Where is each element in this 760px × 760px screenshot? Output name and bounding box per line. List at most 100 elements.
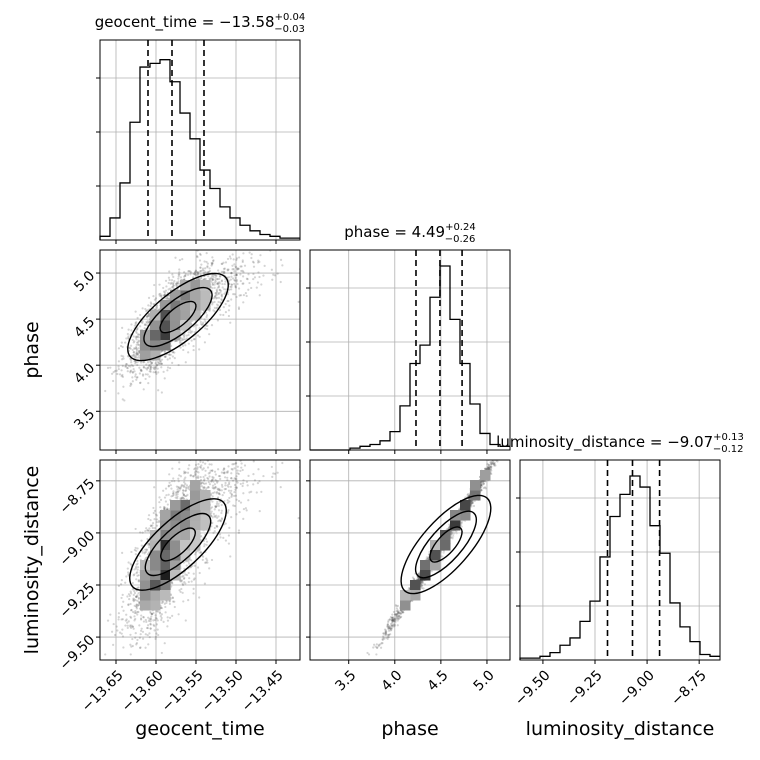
sample-point: [287, 227, 289, 229]
sample-point: [242, 275, 245, 278]
sample-point: [173, 605, 176, 609]
sample-point: [235, 273, 238, 277]
sample-point: [216, 286, 220, 289]
hist-step-geocent_time: [99, 59, 300, 240]
sample-point: [136, 353, 139, 356]
sample-point: [250, 256, 253, 260]
sample-point: [134, 362, 137, 365]
sample-point: [163, 350, 166, 354]
sample-point: [184, 338, 187, 341]
sample-point: [173, 480, 176, 483]
sample-point: [119, 583, 123, 586]
sample-point: [227, 446, 229, 448]
sample-point: [206, 476, 209, 480]
sample-point: [154, 637, 157, 641]
sample-point: [145, 620, 148, 623]
sample-point: [135, 350, 138, 353]
sample-point: [159, 294, 163, 298]
sample-point: [207, 275, 210, 278]
sample-point: [192, 592, 195, 595]
sample-point: [185, 337, 189, 340]
sample-point: [252, 265, 256, 268]
sample-point: [239, 273, 242, 276]
sample-point: [160, 601, 164, 605]
sample-point: [218, 282, 221, 285]
sample-point: [173, 351, 176, 354]
sample-point: [124, 365, 127, 368]
sample-point: [220, 294, 223, 297]
sample-point: [220, 483, 224, 486]
sample-point: [182, 493, 186, 497]
sample-point: [252, 473, 255, 476]
sample-point: [172, 275, 175, 279]
sample-point: [196, 271, 199, 274]
sample-point: [119, 344, 123, 348]
sample-point: [248, 491, 251, 494]
sample-point: [201, 461, 205, 464]
sample-point: [172, 600, 175, 603]
sample-point: [135, 352, 138, 355]
sample-point: [210, 280, 213, 283]
sample-point: [240, 462, 243, 465]
sample-point: [144, 307, 147, 311]
sample-point: [193, 271, 197, 274]
sample-point: [149, 370, 152, 373]
sample-point: [216, 296, 219, 300]
sample-point: [222, 313, 225, 317]
sample-point: [128, 598, 131, 601]
sample-point: [213, 470, 217, 473]
sample-point: [158, 293, 161, 296]
sample-point: [148, 327, 151, 330]
sample-point: [144, 323, 147, 326]
sample-point: [154, 362, 157, 365]
sample-point: [224, 291, 227, 294]
sample-point: [145, 316, 149, 319]
sample-point: [230, 476, 233, 480]
sample-point: [138, 349, 141, 352]
sample-point: [215, 303, 219, 306]
sample-point: [125, 337, 128, 340]
sample-point: [208, 471, 212, 474]
sample-point: [233, 282, 236, 285]
sample-point: [156, 628, 159, 631]
sample-point: [238, 511, 241, 514]
sample-point: [233, 293, 236, 296]
sample-point: [144, 646, 147, 649]
sample-point: [126, 370, 129, 373]
sample-point: [245, 509, 248, 512]
sample-point: [227, 542, 231, 545]
sample-point: [164, 500, 168, 503]
sample-point: [104, 389, 107, 393]
sample-point: [138, 646, 142, 650]
sample-point: [235, 475, 238, 478]
sample-point: [134, 355, 137, 359]
sample-point: [194, 463, 198, 466]
sample-point: [139, 361, 143, 364]
sample-point: [212, 259, 215, 262]
sample-point: [159, 362, 162, 365]
sample-point: [181, 451, 183, 453]
sample-point: [129, 365, 132, 368]
sample-point: [187, 467, 190, 470]
sample-point: [184, 274, 187, 278]
sample-point: [172, 281, 175, 284]
sample-point: [222, 536, 225, 539]
sample-point: [287, 393, 289, 395]
sample-point: [177, 273, 180, 276]
sample-point: [228, 500, 231, 503]
sample-point: [240, 269, 243, 273]
sample-point: [183, 334, 186, 337]
sample-point: [303, 230, 305, 232]
sample-point: [177, 613, 180, 616]
sample-point: [155, 364, 158, 367]
sample-point: [229, 278, 232, 281]
sample-point: [122, 357, 125, 360]
sample-point: [150, 361, 153, 365]
sample-point: [145, 626, 149, 630]
sample-point: [149, 519, 152, 522]
sample-point: [127, 561, 130, 564]
sample-point: [147, 314, 150, 317]
sample-point: [228, 255, 232, 258]
sample-point: [109, 366, 112, 369]
sample-point: [135, 347, 138, 350]
